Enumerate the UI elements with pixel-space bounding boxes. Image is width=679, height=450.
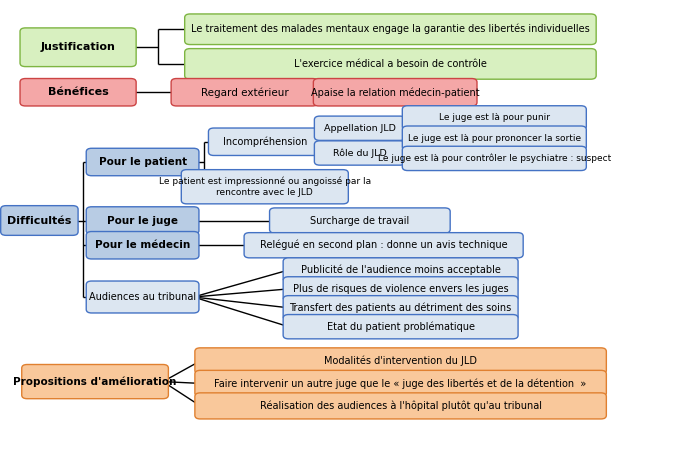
FancyBboxPatch shape	[283, 296, 518, 320]
Text: Le juge est là pour prononcer la sortie: Le juge est là pour prononcer la sortie	[408, 134, 581, 143]
FancyBboxPatch shape	[283, 315, 518, 339]
Text: Modalités d'intervention du JLD: Modalités d'intervention du JLD	[324, 356, 477, 366]
Text: Bénéfices: Bénéfices	[48, 87, 109, 97]
Text: Le traitement des malades mentaux engage la garantie des libertés individuelles: Le traitement des malades mentaux engage…	[191, 24, 590, 35]
Text: Réalisation des audiences à l'hôpital plutôt qu'au tribunal: Réalisation des audiences à l'hôpital pl…	[259, 400, 542, 411]
FancyBboxPatch shape	[86, 207, 199, 234]
FancyBboxPatch shape	[208, 128, 321, 155]
Text: Publicité de l'audience moins acceptable: Publicité de l'audience moins acceptable	[301, 265, 500, 275]
FancyBboxPatch shape	[86, 148, 199, 176]
Text: Difficultés: Difficultés	[7, 216, 71, 225]
Text: Pour le patient: Pour le patient	[98, 157, 187, 167]
Text: Le patient est impressionné ou angoissé par la
rencontre avec le JLD: Le patient est impressionné ou angoissé …	[159, 177, 371, 197]
Text: L'exercice médical a besoin de contrôle: L'exercice médical a besoin de contrôle	[294, 59, 487, 69]
Text: Appellation JLD: Appellation JLD	[324, 124, 396, 133]
FancyBboxPatch shape	[195, 393, 606, 419]
FancyBboxPatch shape	[283, 258, 518, 282]
Text: Le juge est là pour contrôler le psychiatre : suspect: Le juge est là pour contrôler le psychia…	[378, 153, 611, 163]
FancyBboxPatch shape	[270, 208, 450, 233]
Text: Justification: Justification	[41, 42, 115, 52]
FancyBboxPatch shape	[20, 28, 136, 67]
FancyBboxPatch shape	[314, 116, 405, 140]
FancyBboxPatch shape	[195, 348, 606, 374]
Text: Pour le médecin: Pour le médecin	[95, 240, 190, 250]
Text: Surcharge de travail: Surcharge de travail	[310, 216, 409, 225]
Text: Audiences au tribunal: Audiences au tribunal	[89, 292, 196, 302]
FancyBboxPatch shape	[314, 141, 405, 165]
Text: Relégué en second plan : donne un avis technique: Relégué en second plan : donne un avis t…	[260, 240, 507, 251]
FancyBboxPatch shape	[185, 14, 596, 45]
FancyBboxPatch shape	[195, 370, 606, 396]
Text: Transfert des patients au détriment des soins: Transfert des patients au détriment des …	[289, 302, 512, 313]
Text: Propositions d'amélioration: Propositions d'amélioration	[14, 376, 177, 387]
FancyBboxPatch shape	[181, 170, 348, 204]
Text: Etat du patient problématique: Etat du patient problématique	[327, 321, 475, 332]
FancyBboxPatch shape	[20, 78, 136, 106]
FancyBboxPatch shape	[402, 126, 587, 150]
Text: Regard extérieur: Regard extérieur	[200, 87, 289, 98]
FancyBboxPatch shape	[244, 233, 523, 258]
Text: Pour le juge: Pour le juge	[107, 216, 178, 225]
FancyBboxPatch shape	[86, 231, 199, 259]
FancyBboxPatch shape	[171, 78, 318, 106]
FancyBboxPatch shape	[402, 106, 587, 130]
FancyBboxPatch shape	[22, 364, 168, 399]
Text: Faire intervenir un autre juge que le « juge des libertés et de la détention  »: Faire intervenir un autre juge que le « …	[215, 378, 587, 389]
Text: Le juge est là pour punir: Le juge est là pour punir	[439, 113, 550, 122]
FancyBboxPatch shape	[86, 281, 199, 313]
Text: Rôle du JLD: Rôle du JLD	[333, 148, 387, 158]
FancyBboxPatch shape	[283, 277, 518, 301]
FancyBboxPatch shape	[313, 78, 477, 106]
Text: Plus de risques de violence envers les juges: Plus de risques de violence envers les j…	[293, 284, 509, 294]
FancyBboxPatch shape	[1, 206, 78, 235]
FancyBboxPatch shape	[185, 49, 596, 79]
Text: Apaise la relation médecin-patient: Apaise la relation médecin-patient	[311, 87, 479, 98]
FancyBboxPatch shape	[402, 146, 587, 171]
Text: Incompréhension: Incompréhension	[223, 136, 307, 147]
